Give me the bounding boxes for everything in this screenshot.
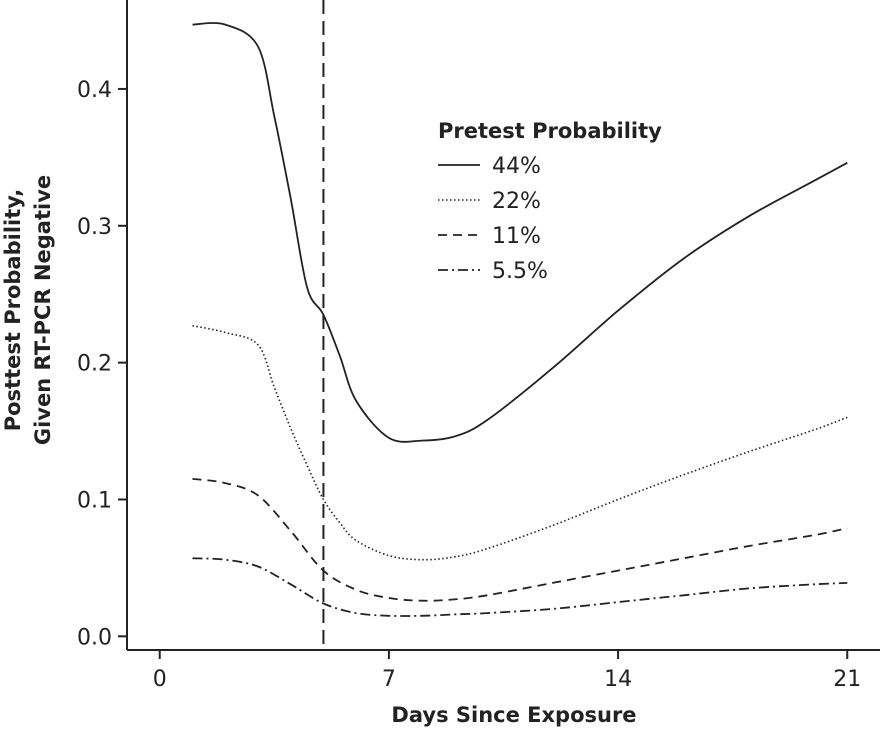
axes: 0.0 0.1 0.2 0.3 0.4 0 7 14 21 <box>77 0 880 692</box>
series-line-4 <box>192 557 848 617</box>
y-axis-title-line-2: Given RT-PCR Negative <box>31 175 55 445</box>
x-tick-label: 21 <box>833 667 861 692</box>
y-tick-label: 0.1 <box>77 488 112 513</box>
y-tick-label: 0.0 <box>77 625 112 650</box>
y-tick-label: 0.3 <box>77 215 112 240</box>
x-tick-label: 0 <box>153 667 167 692</box>
legend-label: 11% <box>492 224 541 249</box>
y-tick-label: 0.4 <box>77 78 112 103</box>
series-line-2 <box>192 324 848 561</box>
x-tick-label: 14 <box>604 667 632 692</box>
legend-title: Pretest Probability <box>438 119 662 143</box>
series-line-1 <box>192 22 848 443</box>
series-layer <box>192 22 848 617</box>
legend-label: 22% <box>492 189 541 214</box>
x-axis-title: Days Since Exposure <box>391 703 636 727</box>
series-line-3 <box>192 478 848 602</box>
legend: Pretest Probability 44% 22% 11% 5.5% <box>438 119 662 284</box>
y-axis-title-line-1: Posttest Probability, <box>1 189 25 432</box>
x-tick-label: 7 <box>382 667 396 692</box>
legend-label: 44% <box>492 154 541 179</box>
y-tick-label: 0.2 <box>77 352 112 377</box>
legend-label: 5.5% <box>492 259 548 284</box>
